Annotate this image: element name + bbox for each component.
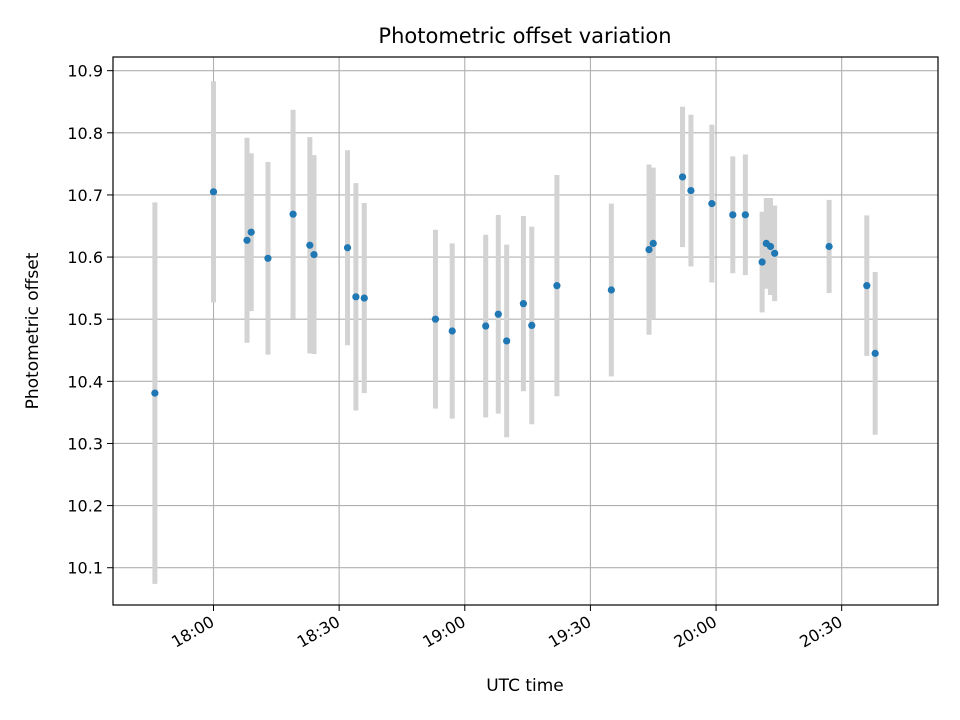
data-point bbox=[343, 244, 352, 252]
y-tick-label: 10.6 bbox=[67, 248, 103, 267]
data-point bbox=[678, 173, 687, 181]
data-point bbox=[360, 294, 368, 302]
data-point bbox=[771, 249, 779, 257]
data-point bbox=[863, 282, 871, 290]
data-point bbox=[741, 211, 749, 219]
y-tick-label: 10.9 bbox=[67, 62, 103, 81]
data-point bbox=[482, 322, 490, 330]
data-point bbox=[871, 349, 879, 357]
data-point bbox=[306, 241, 314, 249]
x-gridlines bbox=[212, 57, 843, 605]
data-point bbox=[431, 315, 440, 323]
data-point bbox=[519, 300, 528, 308]
data-point bbox=[553, 282, 561, 290]
data-point bbox=[708, 200, 716, 208]
y-tick-label: 10.5 bbox=[67, 310, 103, 329]
data-point bbox=[264, 254, 272, 262]
y-axis-ticks: 10.1 10.2 10.3 10.4 10.5 10.6 10.7 10.8 10.9 bbox=[67, 62, 113, 578]
chart-title: Photometric offset variation bbox=[378, 24, 671, 48]
data-point bbox=[649, 239, 657, 247]
data-point bbox=[352, 293, 360, 301]
y-tick-label: 10.3 bbox=[67, 434, 103, 453]
data-point bbox=[247, 228, 255, 236]
data-point bbox=[310, 250, 318, 259]
data-point bbox=[825, 242, 833, 251]
data-point bbox=[766, 242, 775, 251]
y-tick-label: 10.8 bbox=[67, 124, 103, 143]
y-axis-title: Photometric offset bbox=[23, 252, 43, 409]
data-point bbox=[209, 188, 218, 196]
y-tick-label: 10.4 bbox=[67, 372, 103, 391]
y-tick-label: 10.2 bbox=[67, 497, 103, 516]
data-point bbox=[729, 211, 737, 219]
data-point bbox=[243, 236, 251, 244]
data-point bbox=[607, 286, 615, 294]
y-tick-label: 10.7 bbox=[67, 186, 103, 205]
data-point bbox=[289, 210, 297, 218]
plot-frame bbox=[112, 56, 939, 606]
data-point bbox=[494, 310, 502, 318]
data-point bbox=[528, 321, 536, 330]
data-point bbox=[448, 327, 456, 335]
data-point bbox=[151, 389, 159, 397]
data-point bbox=[503, 337, 511, 345]
data-point bbox=[687, 186, 695, 195]
data-points bbox=[151, 173, 879, 397]
data-point bbox=[645, 246, 653, 254]
data-point bbox=[758, 258, 766, 266]
y-tick-label: 10.1 bbox=[67, 559, 103, 578]
x-axis-title: UTC time bbox=[486, 676, 564, 696]
